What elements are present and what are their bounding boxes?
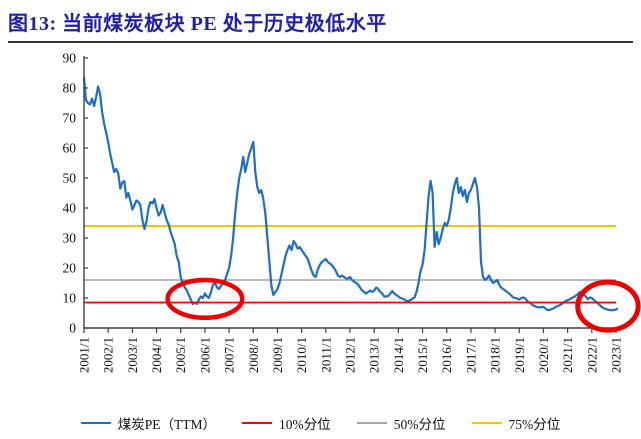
legend-label-p10: 10%分位 <box>279 417 331 432</box>
x-tick-label: 2004/1 <box>149 337 164 373</box>
x-tick-label: 2006/1 <box>197 337 212 373</box>
p10-line-swatch <box>242 422 272 424</box>
x-tick-label: 2021/1 <box>560 337 575 373</box>
y-tick-label: 50 <box>63 171 77 186</box>
x-tick-label: 2002/1 <box>101 337 116 373</box>
x-tick-label: 2015/1 <box>415 337 430 373</box>
figure-title: 图13: 当前煤炭板块 PE 处于历史极低水平 <box>8 13 387 35</box>
x-tick-label: 2014/1 <box>391 337 406 373</box>
x-tick-label: 2013/1 <box>367 337 382 373</box>
y-tick-label: 60 <box>63 141 77 156</box>
x-tick-label: 2022/1 <box>584 337 599 373</box>
x-tick-label: 2007/1 <box>222 337 237 373</box>
legend-label-p75: 75%分位 <box>508 417 561 432</box>
x-tick-label: 2008/1 <box>246 337 261 373</box>
x-tick-label: 2011/1 <box>318 337 333 373</box>
legend-label-coal-pe: 煤炭PE（TTM） <box>117 417 216 432</box>
x-tick-label: 2019/1 <box>512 337 527 373</box>
legend-item-p10: 10%分位 <box>242 413 331 433</box>
legend-item-p75: 75%分位 <box>471 413 561 433</box>
x-tick-label: 2023/1 <box>609 337 624 373</box>
p50-line-swatch <box>356 422 387 424</box>
legend-item-p50: 50%分位 <box>356 413 446 433</box>
x-tick-label: 2018/1 <box>488 337 503 373</box>
p75-line-swatch <box>471 422 502 424</box>
x-tick-label: 2012/1 <box>343 337 358 373</box>
y-tick-label: 10 <box>63 291 77 306</box>
annotation-ellipse-historic-low-2022-2023 <box>575 279 641 333</box>
y-tick-label: 0 <box>69 321 76 336</box>
coal-pe-line-swatch <box>80 422 111 424</box>
x-tick-label: 2020/1 <box>536 337 551 373</box>
x-tick-label: 2001/1 <box>77 337 92 373</box>
annotation-ellipse-historic-low-2005-2007 <box>165 277 245 321</box>
x-tick-label: 2016/1 <box>439 337 454 373</box>
x-tick-label: 2010/1 <box>294 337 309 373</box>
x-tick-label: 2017/1 <box>463 337 478 373</box>
y-tick-label: 20 <box>63 261 77 276</box>
coal-pe-line <box>82 77 619 312</box>
y-tick-label: 70 <box>63 111 77 126</box>
y-tick-label: 40 <box>63 201 77 216</box>
x-tick-label: 2009/1 <box>270 337 285 373</box>
legend-label-p50: 50%分位 <box>393 417 446 432</box>
x-tick-label: 2005/1 <box>173 337 188 373</box>
title-underline <box>8 41 633 43</box>
x-tick-label: 2003/1 <box>125 337 140 373</box>
legend-item-coal-pe: 煤炭PE（TTM） <box>80 413 216 433</box>
y-tick-label: 30 <box>63 231 77 246</box>
y-tick-label: 80 <box>63 81 77 96</box>
chart-legend: 煤炭PE（TTM） 10%分位 50%分位 75%分位 <box>0 413 641 433</box>
y-tick-label: 90 <box>63 51 77 66</box>
